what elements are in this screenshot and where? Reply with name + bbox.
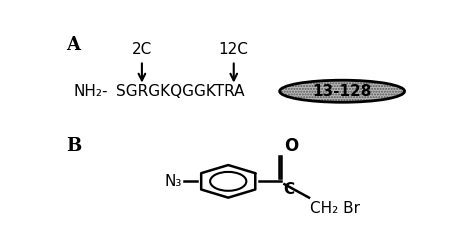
Text: 13-128: 13-128 [312,84,372,99]
Text: 2C: 2C [132,42,152,57]
Text: N₃: N₃ [165,174,182,189]
Text: NH₂-: NH₂- [74,84,109,99]
Text: 12C: 12C [219,42,249,57]
Text: CH₂ Br: CH₂ Br [310,200,360,216]
Text: A: A [66,36,81,54]
Text: O: O [284,137,299,155]
Text: SGRGKQGGKTRA: SGRGKQGGKTRA [116,84,245,99]
Text: C: C [283,182,294,197]
Ellipse shape [280,80,405,102]
Text: B: B [66,137,82,155]
